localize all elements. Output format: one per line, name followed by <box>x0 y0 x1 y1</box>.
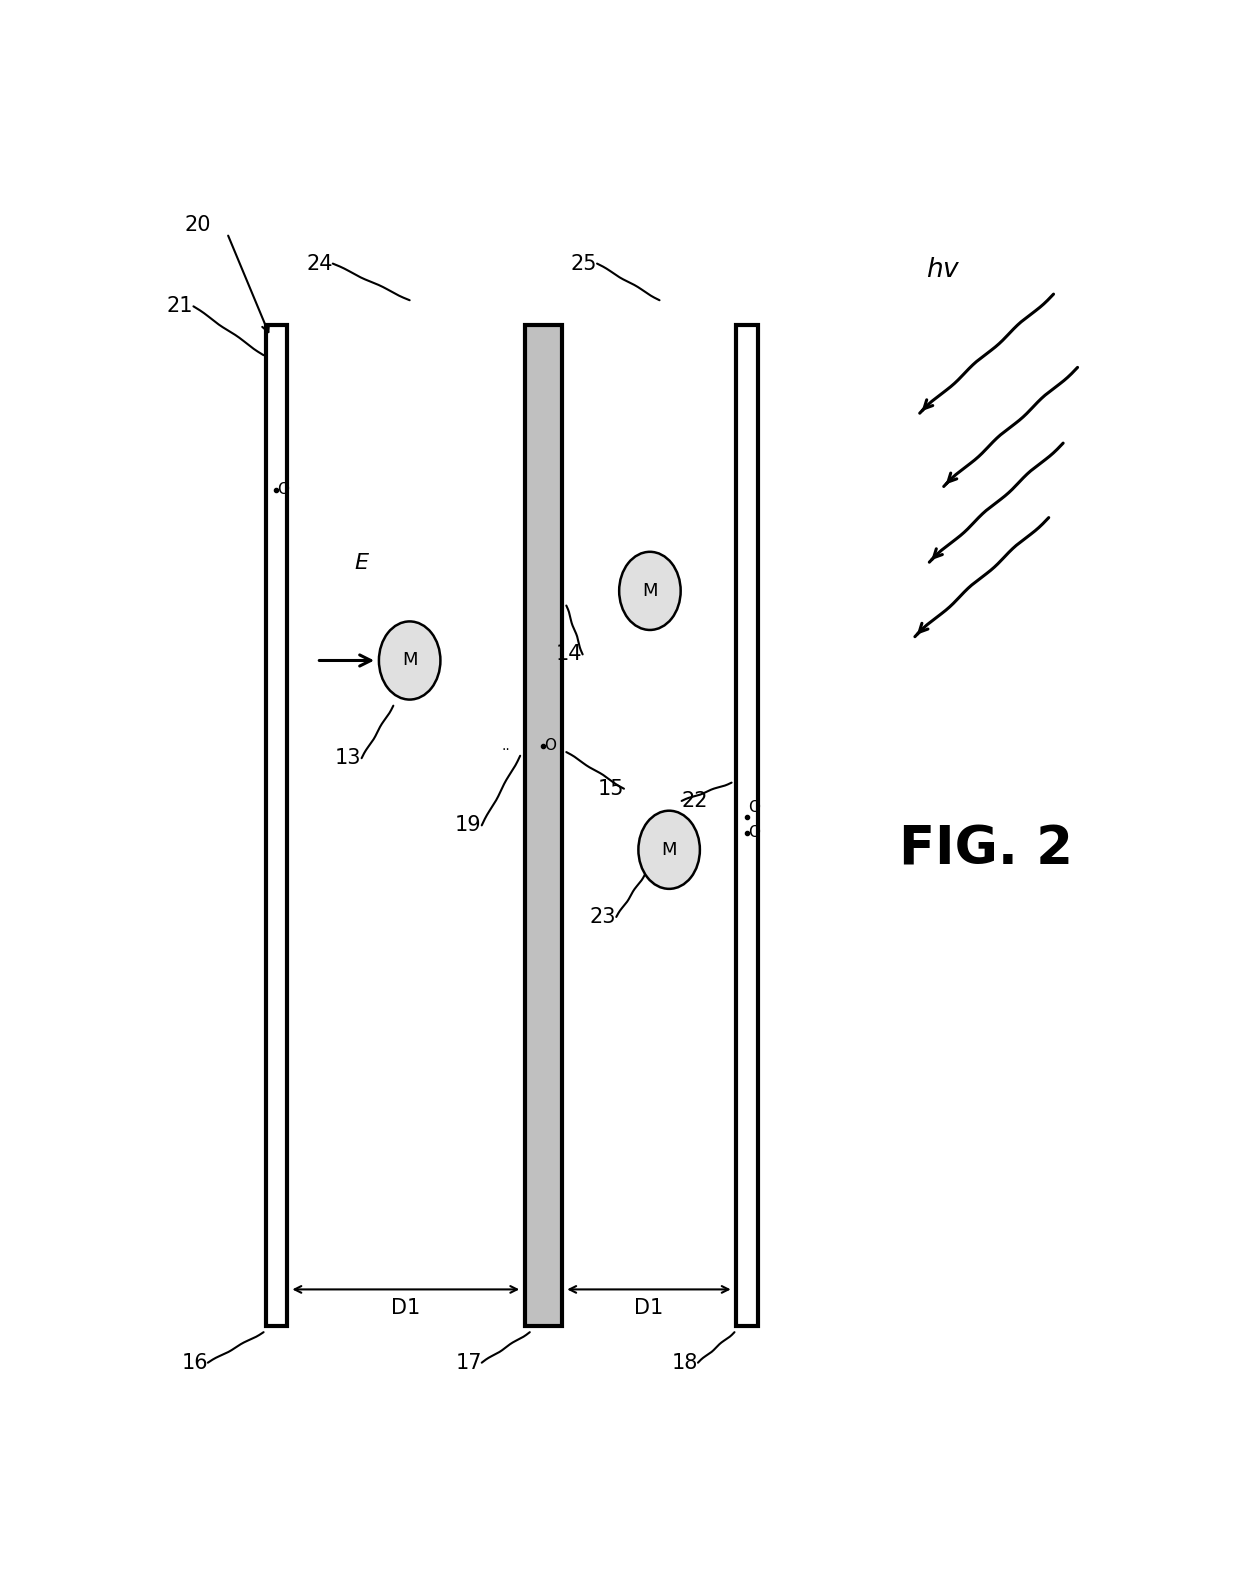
Text: O: O <box>748 799 760 815</box>
Text: M: M <box>402 652 418 669</box>
Text: O: O <box>748 825 760 841</box>
Text: 23: 23 <box>590 907 616 926</box>
Text: 15: 15 <box>598 779 624 799</box>
Text: E: E <box>355 554 368 573</box>
Text: 14: 14 <box>557 644 583 665</box>
Text: O: O <box>277 482 289 496</box>
Bar <box>525 325 562 1326</box>
Text: D1: D1 <box>635 1297 663 1318</box>
Text: M: M <box>642 582 657 600</box>
Text: 21: 21 <box>167 297 193 316</box>
Text: D1: D1 <box>391 1297 420 1318</box>
Text: M: M <box>661 841 677 858</box>
Bar <box>265 325 286 1326</box>
Circle shape <box>379 622 440 699</box>
Text: FIG. 2: FIG. 2 <box>899 823 1074 875</box>
Circle shape <box>619 552 681 630</box>
Circle shape <box>639 810 699 888</box>
Text: O: O <box>544 739 557 753</box>
Text: 17: 17 <box>455 1353 481 1373</box>
Text: 25: 25 <box>570 254 596 274</box>
Bar <box>737 325 758 1326</box>
Text: 18: 18 <box>672 1353 698 1373</box>
Text: 13: 13 <box>335 749 362 768</box>
Text: 24: 24 <box>306 254 332 274</box>
Text: 20: 20 <box>185 214 212 235</box>
Text: 22: 22 <box>682 791 708 810</box>
Text: ..: .. <box>502 739 511 753</box>
Text: 19: 19 <box>455 815 481 836</box>
Text: $hv$: $hv$ <box>926 257 960 282</box>
Text: 16: 16 <box>181 1353 208 1373</box>
